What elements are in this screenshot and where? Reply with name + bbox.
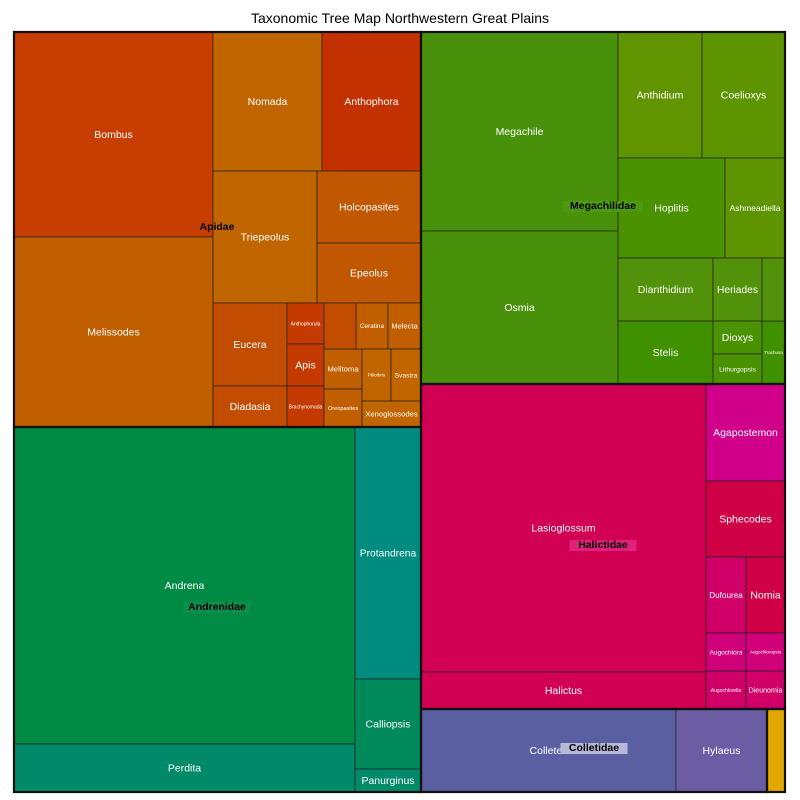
genus-tile-sphecodes [705, 480, 786, 558]
genus-tile-xenoglossodes [361, 400, 422, 428]
genus-label-apis: Apis [295, 360, 315, 372]
genus-tile-megachile [420, 31, 619, 232]
family-label-andrenidae: Andrenidae [188, 601, 246, 613]
genus-label-agapostemon: Agapostemon [713, 427, 778, 439]
genus-label-sphecodes: Sphecodes [719, 514, 772, 526]
genus-tile-apidae-unlabeled [323, 302, 357, 350]
genus-label-protandrena: Protandrena [360, 549, 417, 560]
genus-tile-anthophora [321, 31, 422, 172]
genus-label-lithurgopsis: Lithurgopsis [719, 366, 756, 373]
genus-tile-dufourea [705, 556, 747, 634]
genus-label-osmia: Osmia [504, 302, 534, 314]
family-label-apidae: Apidae [199, 221, 234, 233]
family-label-bg-andrenidae [183, 602, 251, 613]
genus-label-dieunomia: Dieunomia [749, 687, 783, 694]
genus-tile-ashmeadiella [724, 157, 786, 259]
genus-label-perdita: Perdita [168, 763, 201, 775]
genus-label-anthophorula: Anthophorula [291, 321, 321, 327]
genus-label-melitoma: Melitoma [327, 365, 359, 374]
genus-label-augochlorella: Augochlorella [711, 688, 742, 694]
genus-tile-stelis [617, 320, 714, 385]
genus-tile-brachynomada [286, 385, 325, 428]
genus-label-bombus: Bombus [94, 129, 133, 141]
genus-label-halictus: Halictus [545, 685, 582, 697]
genus-label-dianthidium: Dianthidium [638, 284, 694, 296]
genus-tile-apis [286, 343, 325, 387]
genus-label-anthophora: Anthophora [344, 96, 398, 108]
genus-tile-agapostemon [705, 383, 786, 482]
genus-label-stelis: Stelis [653, 347, 679, 359]
genus-label-epeolus: Epeolus [350, 268, 388, 280]
genus-tile-andrena [13, 426, 356, 745]
family-label-halictidae: Halictidae [578, 539, 628, 551]
genus-label-andrena: Andrena [165, 580, 205, 592]
genus-label-coelioxys: Coelioxys [721, 90, 767, 102]
genus-tile-epeolus [316, 242, 422, 304]
family-label-bg-halictidae [569, 540, 637, 551]
genus-label-ptilothrix: Ptilothrix [368, 373, 386, 378]
genus-label-augochloropsis: Augochloropsis [750, 650, 782, 655]
genus-label-megachile: Megachile [496, 126, 544, 138]
family-label-bg-megachilidae [562, 201, 644, 212]
genus-tile-svastra [390, 348, 422, 402]
family-label-megachilidae: Megachilidae [570, 200, 636, 212]
genus-label-melecta: Melecta [391, 322, 418, 331]
genus-tile-halictus [420, 671, 707, 710]
genus-tile-ceratina [355, 302, 389, 350]
genus-tile-hylaeus [675, 708, 768, 793]
genus-tile-oreopasites [323, 388, 363, 428]
genus-tile-colletes [420, 708, 677, 793]
genus-tile-anthidium [617, 31, 703, 159]
genus-tile-triepeolus [212, 170, 318, 304]
genus-label-calliopsis: Calliopsis [366, 719, 411, 731]
genus-tile-osmia [420, 230, 619, 385]
genus-label-oreopasites: Oreopasites [328, 406, 358, 412]
genus-tile-lithurgopsis [712, 353, 763, 385]
genus-label-heriades: Heriades [717, 285, 758, 296]
chart-title: Taxonomic Tree Map Northwestern Great Pl… [250, 10, 549, 26]
genus-tile-augochlora [705, 632, 747, 672]
genus-tile-augochlorella [705, 670, 747, 710]
genus-label-melissodes: Melissodes [87, 327, 140, 339]
genus-tile-dioxys [712, 320, 763, 355]
genus-tile-megachilidae-unlabeled-12 [761, 257, 786, 322]
genus-tile-melissodes [13, 236, 214, 428]
genus-label-trachusa: Trachusa [764, 350, 783, 355]
genus-label-eucera: Eucera [233, 339, 266, 351]
genus-label-dioxys: Dioxys [722, 332, 754, 344]
genus-tile-lasioglossum [420, 383, 707, 673]
genus-tile-holcopasites [316, 170, 422, 244]
genus-label-nomada: Nomada [248, 96, 288, 108]
genus-label-lasioglossum: Lasioglossum [531, 523, 595, 535]
genus-tile-unlabeled-0 [766, 708, 786, 793]
genus-label-hoplitis: Hoplitis [654, 203, 688, 215]
genus-label-brachynomada: Brachynomada [289, 404, 323, 410]
genus-tile-augochloropsis [745, 632, 786, 672]
family-border-unlabeled [765, 707, 787, 794]
genus-label-ashmeadiella: Ashmeadiella [730, 203, 781, 213]
genus-label-diadasia: Diadasia [230, 401, 271, 413]
genus-label-anthidium: Anthidium [637, 90, 684, 102]
genus-label-hylaeus: Hylaeus [703, 745, 741, 757]
genus-label-ceratina: Ceratina [360, 323, 385, 330]
genus-label-colletes: Colletes [530, 745, 568, 757]
genus-label-holcopasites: Holcopasites [339, 202, 399, 214]
genus-label-triepeolus: Triepeolus [241, 232, 290, 244]
genus-label-dufourea: Dufourea [709, 591, 743, 600]
genus-label-panurginus: Panurginus [361, 775, 414, 787]
genus-tile-heriades [712, 257, 763, 322]
genus-tile-eucera [212, 302, 288, 387]
genus-tile-diadasia [212, 385, 288, 428]
genus-label-svastra: Svastra [395, 372, 418, 379]
genus-label-xenoglossodes: Xenoglossodes [365, 410, 418, 419]
genus-label-augochlora: Augochlora [709, 649, 742, 656]
genus-label-nomia: Nomia [750, 590, 781, 602]
family-label-colletidae: Colletidae [569, 742, 619, 754]
genus-tile-coelioxys [701, 31, 786, 159]
family-label-bg-colletidae [560, 743, 628, 754]
genus-tile-protandrena [354, 426, 422, 680]
genus-tile-perdita [13, 743, 356, 793]
